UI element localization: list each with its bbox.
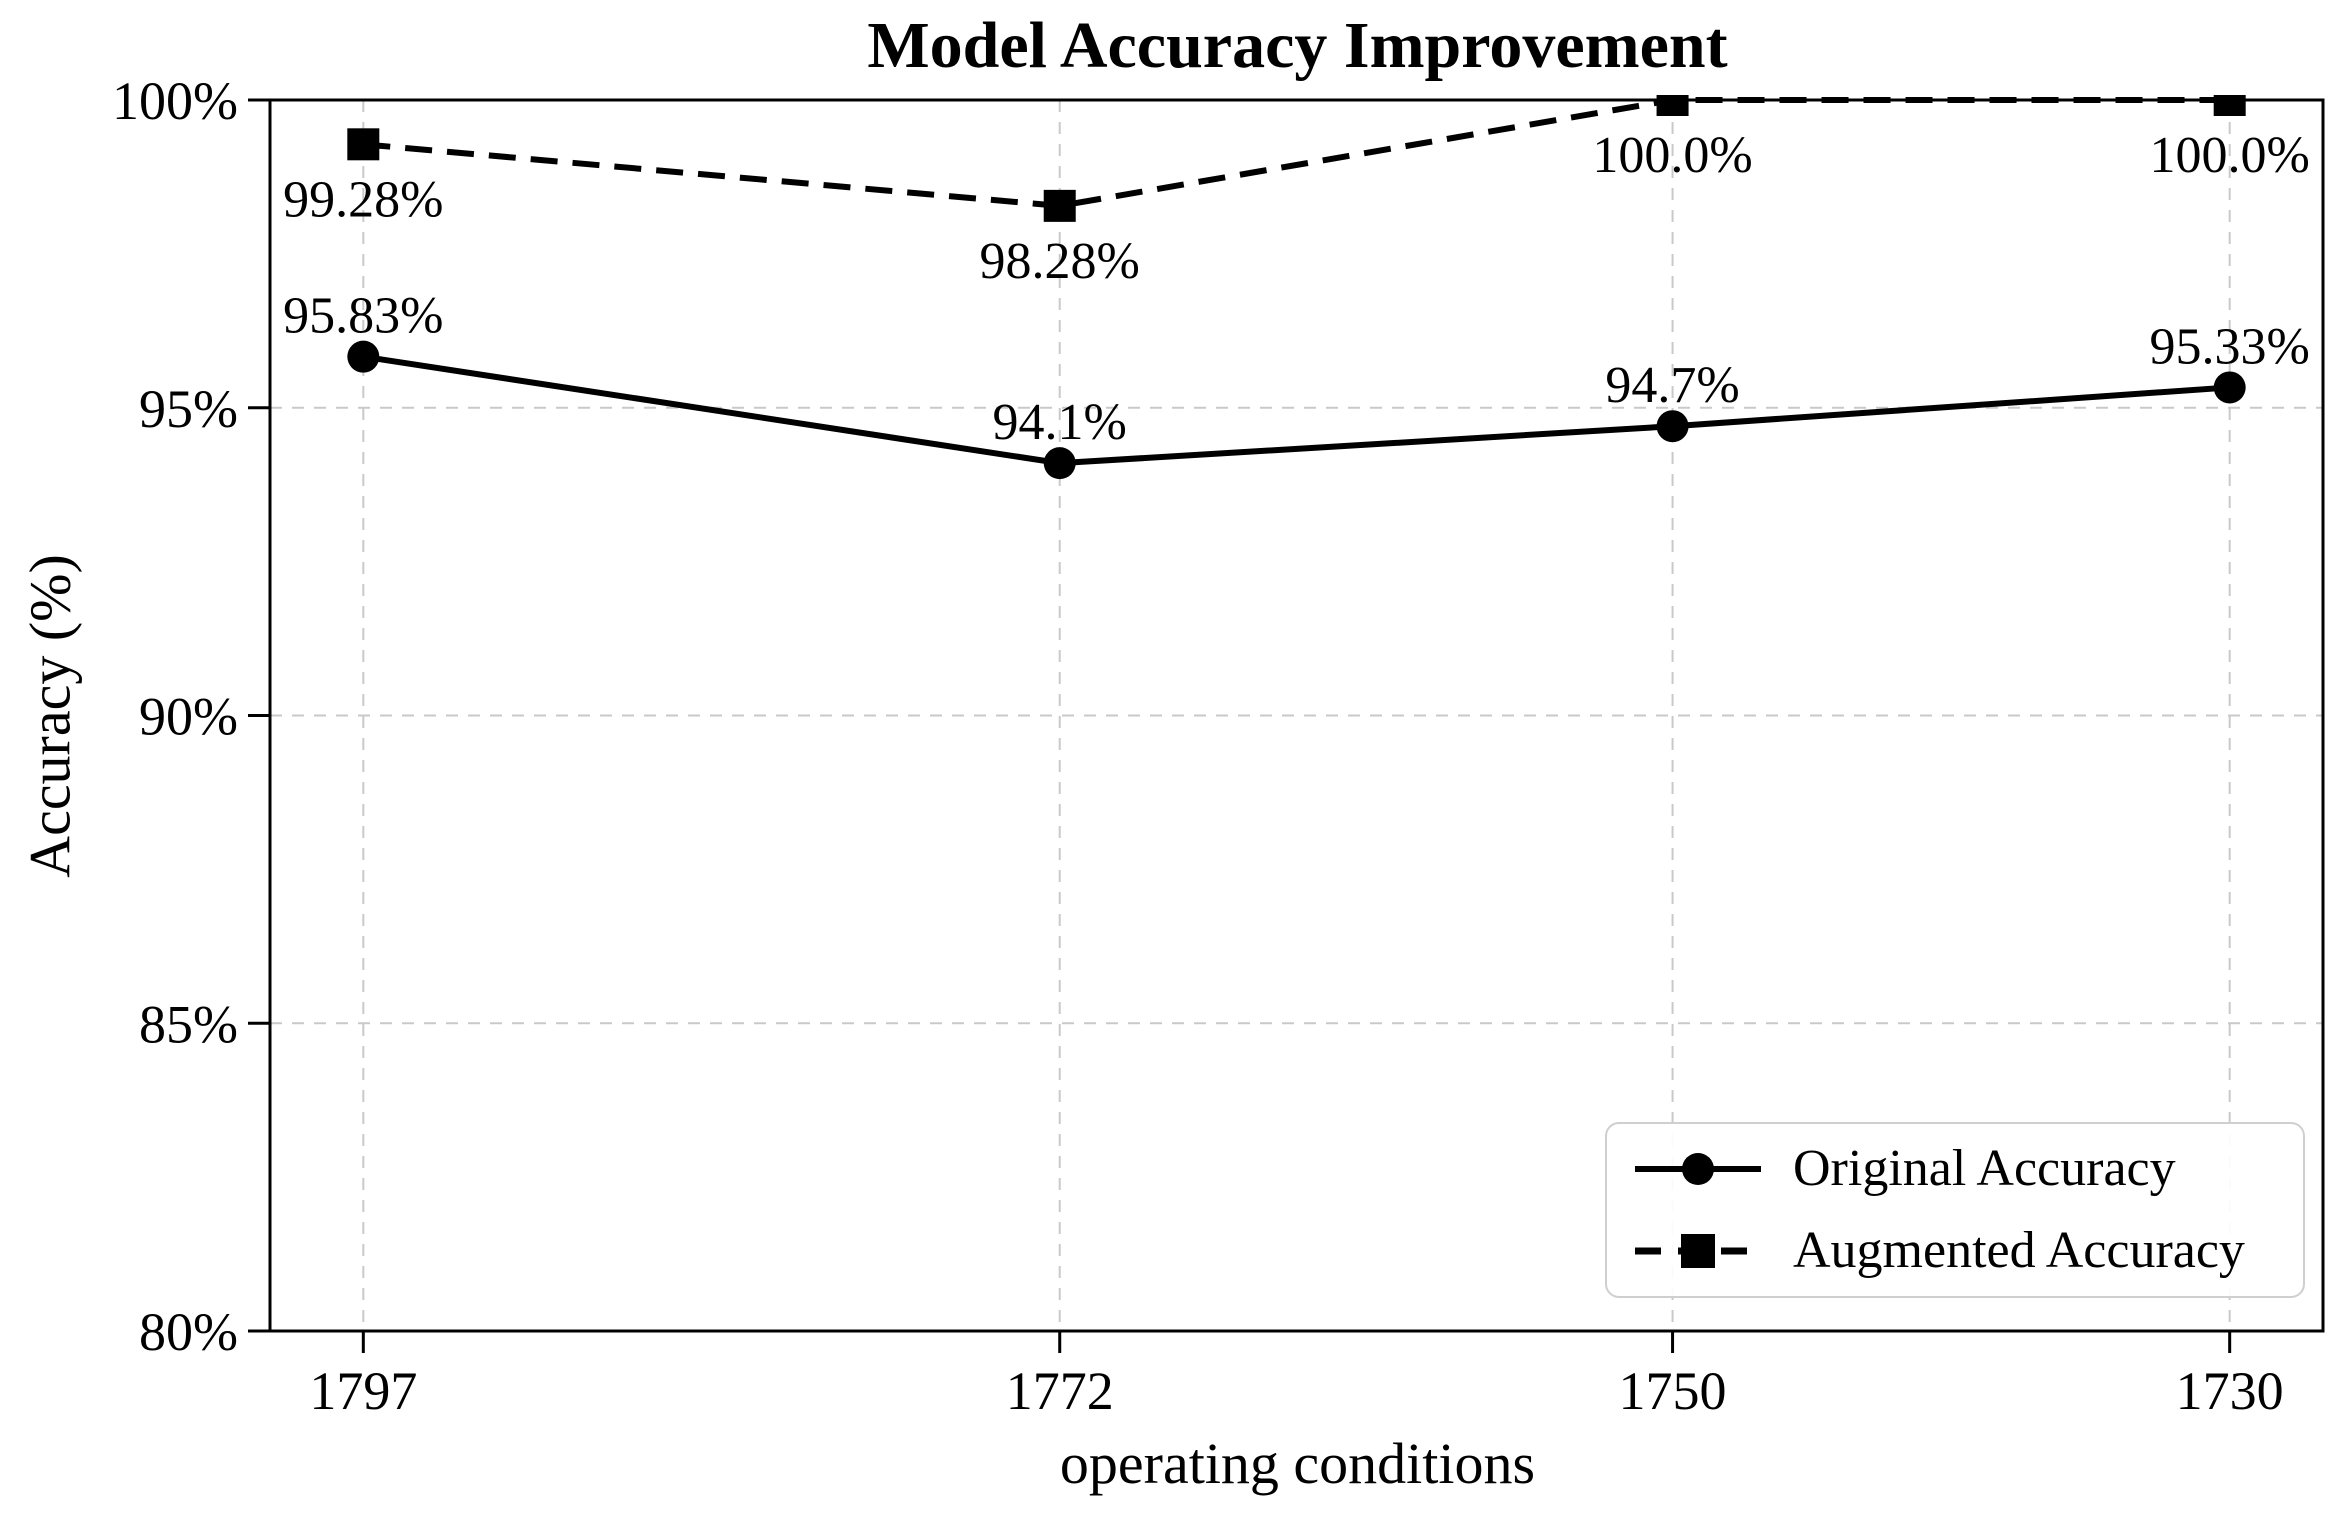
marker-circle (1043, 447, 1076, 480)
marker-circle (1656, 410, 1689, 443)
data-label: 98.28% (980, 233, 1140, 290)
data-label: 95.33% (2150, 318, 2310, 375)
x-axis-label: operating conditions (1059, 1431, 1536, 1496)
marker-square (2213, 95, 2246, 116)
legend-swatch-solid-circle-icon (1635, 1153, 1761, 1185)
data-label: 94.7% (1605, 357, 1739, 414)
data-label: 95.83% (283, 288, 443, 345)
legend-label: Augmented Accuracy (1793, 1222, 2245, 1279)
y-tick-label: 90% (139, 687, 238, 747)
marker-circle (2213, 371, 2246, 404)
legend-item-original: Original Accuracy (1633, 1128, 2303, 1210)
legend: Original Accuracy Augmented Accuracy (1605, 1122, 2305, 1298)
series-line-dashed (363, 97, 2230, 209)
y-tick-label: 80% (139, 1302, 238, 1362)
y-tick-label: 100% (112, 71, 238, 131)
data-label: 94.1% (993, 394, 1127, 451)
x-tick-label: 1772 (1006, 1361, 1114, 1421)
legend-swatch-dashed-square-icon (1635, 1234, 1761, 1268)
data-label: 100.0% (2150, 127, 2310, 184)
y-tick-label: 95% (139, 379, 238, 439)
x-tick-label: 1730 (2176, 1361, 2284, 1421)
x-tick-label: 1797 (309, 1361, 417, 1421)
marker-circle (347, 340, 380, 373)
marker-square (1043, 189, 1076, 222)
series-line-solid (362, 353, 2230, 467)
legend-label: Original Accuracy (1793, 1140, 2176, 1197)
chart-title: Model Accuracy Improvement (867, 9, 1728, 82)
data-label: 99.28% (283, 171, 443, 228)
y-tick-label: 85% (139, 994, 238, 1054)
marker-square (347, 128, 380, 161)
x-tick-label: 1750 (1619, 1361, 1727, 1421)
marker-square (1656, 95, 1689, 116)
data-label: 100.0% (1592, 127, 1752, 184)
legend-item-augmented: Augmented Accuracy (1633, 1210, 2303, 1292)
